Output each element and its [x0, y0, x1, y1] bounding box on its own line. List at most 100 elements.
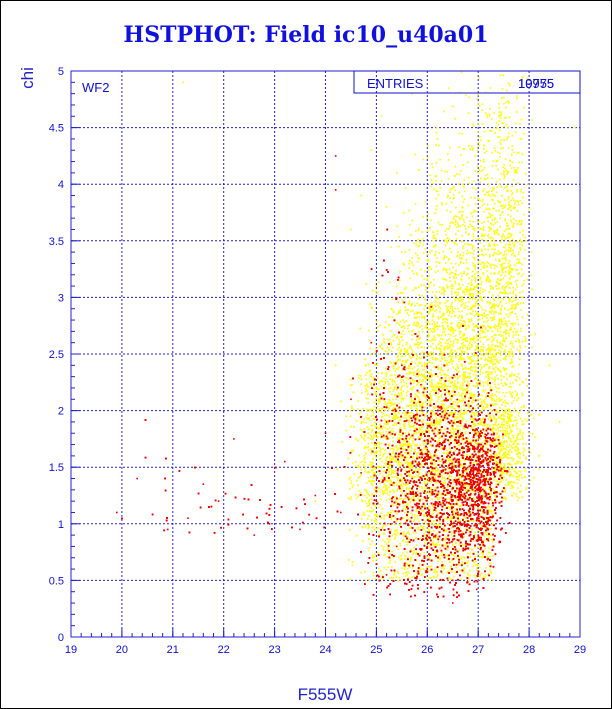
point-yellow [405, 286, 407, 289]
point-yellow [391, 380, 394, 383]
point-yellow [482, 343, 484, 346]
point-yellow [392, 440, 394, 443]
point-yellow [501, 204, 503, 207]
point-yellow [469, 148, 472, 150]
point-yellow [415, 407, 417, 410]
point-yellow [416, 254, 419, 257]
point-yellow [474, 170, 477, 172]
point-yellow [485, 441, 487, 444]
point-yellow [492, 442, 495, 444]
point-yellow [457, 434, 460, 436]
point-yellow [364, 579, 367, 581]
point-yellow [497, 410, 500, 413]
point-yellow [478, 220, 480, 223]
point-yellow [486, 173, 489, 176]
point-yellow [400, 455, 403, 458]
point-yellow [427, 269, 430, 271]
point-yellow [484, 381, 487, 384]
point-yellow [509, 248, 512, 251]
point-yellow [420, 312, 422, 315]
point-yellow [401, 567, 404, 569]
point-yellow [483, 471, 485, 473]
point-yellow [368, 538, 370, 540]
point-yellow [443, 480, 446, 482]
point-yellow [436, 400, 439, 403]
point-yellow [503, 368, 505, 370]
point-yellow [508, 299, 511, 302]
point-yellow [488, 230, 491, 232]
point-yellow [397, 408, 399, 410]
point-yellow [411, 368, 414, 370]
point-yellow [384, 400, 386, 403]
point-yellow [407, 314, 410, 317]
point-yellow [518, 358, 521, 361]
point-yellow [493, 245, 496, 247]
point-yellow [408, 353, 411, 356]
point-yellow [500, 354, 502, 356]
point-yellow [438, 423, 441, 426]
point-yellow [495, 499, 498, 502]
point-yellow [385, 459, 387, 462]
point-yellow [412, 456, 414, 458]
point-yellow [409, 429, 412, 431]
point-yellow [435, 374, 437, 377]
point-yellow [474, 325, 477, 327]
point-yellow [431, 163, 433, 165]
point-yellow [383, 518, 385, 520]
point-yellow [370, 466, 372, 468]
point-yellow [453, 465, 456, 468]
point-yellow [421, 294, 423, 297]
point-yellow [384, 489, 386, 492]
point-yellow [515, 122, 517, 124]
point-yellow [336, 468, 338, 470]
point-yellow [399, 443, 402, 445]
point-yellow [432, 571, 435, 574]
point-yellow [496, 339, 498, 342]
point-yellow [493, 313, 496, 315]
point-yellow [501, 263, 504, 265]
point-yellow [439, 347, 442, 350]
point-yellow [491, 467, 494, 470]
point-yellow [416, 517, 419, 520]
point-yellow [505, 373, 508, 375]
point-yellow [452, 535, 454, 538]
point-yellow [426, 321, 429, 324]
point-yellow [446, 300, 448, 302]
point-yellow [479, 465, 482, 467]
point-yellow [481, 233, 484, 235]
point-yellow [451, 485, 453, 488]
point-yellow [440, 554, 443, 557]
point-yellow [182, 81, 184, 84]
point-yellow [459, 462, 461, 465]
point-yellow [488, 378, 490, 381]
point-yellow [483, 424, 486, 427]
point-yellow [476, 98, 478, 100]
point-yellow [450, 464, 452, 466]
point-yellow [377, 281, 380, 284]
point-yellow [412, 553, 414, 556]
point-yellow [393, 484, 395, 487]
point-yellow [427, 569, 430, 572]
point-yellow [499, 343, 502, 345]
point-yellow [457, 428, 459, 431]
point-yellow [396, 348, 399, 351]
point-yellow [404, 187, 407, 189]
point-yellow [388, 383, 390, 386]
point-yellow [408, 492, 410, 495]
point-yellow [474, 407, 477, 410]
point-yellow [426, 259, 429, 262]
point-yellow [457, 443, 460, 446]
point-yellow [439, 187, 441, 189]
point-yellow [497, 352, 499, 354]
point-yellow [512, 459, 514, 462]
point-yellow [478, 141, 480, 144]
point-yellow [516, 454, 519, 456]
point-yellow [431, 339, 434, 341]
point-yellow [391, 316, 393, 318]
point-yellow [420, 435, 422, 438]
point-yellow [502, 233, 504, 235]
point-yellow [438, 325, 441, 328]
point-yellow [472, 565, 475, 567]
point-yellow [483, 398, 486, 401]
point-yellow [481, 250, 483, 253]
